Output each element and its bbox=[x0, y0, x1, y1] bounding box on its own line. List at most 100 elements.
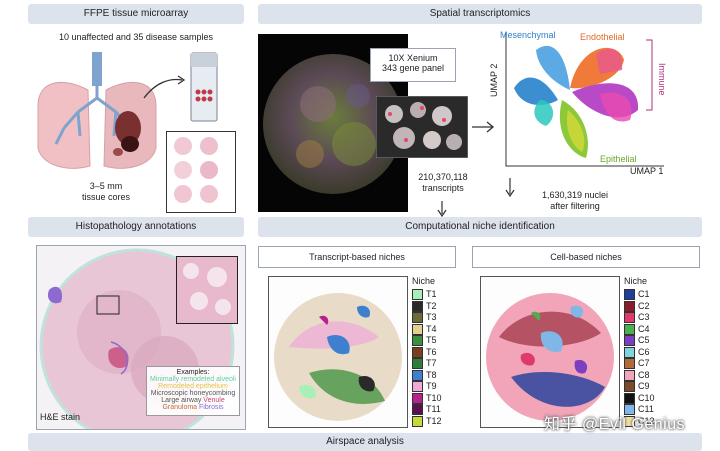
he-zoom-image bbox=[177, 257, 237, 323]
transcript-legend: T1 T2 T3 T4 T5 T6 T7 T8 T9 T10 T11 T12 bbox=[412, 289, 452, 429]
transcript-niche-map-box bbox=[268, 276, 408, 428]
umap-label-endothelial: Endothelial bbox=[580, 32, 625, 42]
lesion-small bbox=[113, 148, 123, 156]
ffpe-samples-text: 10 unaffected and 35 disease samples bbox=[59, 32, 213, 42]
swatch-t7 bbox=[412, 358, 423, 370]
tissue-cores bbox=[174, 137, 218, 203]
legend-item-c12: C12 bbox=[624, 416, 655, 427]
umap-plot bbox=[505, 32, 664, 167]
transcript-niche-map bbox=[269, 277, 407, 427]
legend-item-t1: T1 bbox=[412, 289, 437, 301]
legend-item-t12: T12 bbox=[412, 416, 442, 427]
ffpe-title: FFPE tissue microarray bbox=[83, 8, 189, 19]
cell-niche-map bbox=[481, 277, 619, 427]
transcripts-count: 210,370,118 bbox=[418, 172, 468, 182]
umap-label-mesenchymal: Mesenchymal bbox=[500, 30, 556, 40]
legend-item-c11: C11 bbox=[624, 404, 654, 416]
comp-title: Computational niche identification bbox=[405, 221, 555, 232]
legend-item-c4: C4 bbox=[624, 324, 650, 335]
core-label: tissue cores bbox=[81, 192, 131, 202]
spatial-title: Spatial transcriptomics bbox=[429, 8, 531, 19]
legend-item-t9: T9 bbox=[412, 381, 437, 393]
swatch-c10 bbox=[624, 392, 635, 404]
swatch-c2 bbox=[624, 300, 635, 312]
legend-item-t4: T4 bbox=[412, 324, 437, 335]
swatch-c11 bbox=[624, 404, 635, 416]
examples-line5b: Fibrosis bbox=[199, 404, 224, 411]
swatch-c6 bbox=[624, 346, 635, 358]
xenium-line1: 10X Xenium bbox=[388, 53, 438, 63]
cell-niche-map-box bbox=[480, 276, 620, 428]
examples-line3: Microscopic honeycombing bbox=[150, 390, 236, 397]
watermark: 知乎 @Evil Genius bbox=[544, 416, 686, 433]
swatch-t1 bbox=[412, 289, 423, 301]
swatch-c3 bbox=[624, 312, 635, 324]
he-label: H&E stain bbox=[40, 412, 81, 422]
lesion-large bbox=[115, 111, 141, 145]
legend-item-c1: C1 bbox=[624, 289, 650, 301]
cores-zoom-box bbox=[166, 131, 236, 213]
swatch-c8 bbox=[624, 369, 635, 381]
swatch-t6 bbox=[412, 346, 423, 358]
comp-title-band: Computational niche identification bbox=[258, 217, 702, 237]
cell-legend: C1 C2 C3 C4 C5 C6 C7 C8 C9 C10 C11 C12 bbox=[624, 289, 664, 429]
swatch-c9 bbox=[624, 381, 635, 393]
nuclei-label: after filtering bbox=[550, 201, 600, 211]
transcript-niches-box: Transcript-based niches bbox=[258, 246, 456, 268]
umap-ylabel: UMAP 2 bbox=[489, 63, 499, 97]
swatch-c7 bbox=[624, 358, 635, 370]
airspace-title: Airspace analysis bbox=[326, 436, 404, 447]
arrow-down-umap bbox=[505, 178, 515, 198]
examples-line5: Granuloma Fibrosis bbox=[147, 404, 239, 411]
swatch-c12 bbox=[624, 415, 635, 427]
mesenchymal-cluster bbox=[514, 77, 558, 105]
tissue-slide bbox=[190, 52, 218, 122]
legend-item-c5: C5 bbox=[624, 335, 650, 347]
swatch-t11 bbox=[412, 404, 423, 416]
swatch-t12 bbox=[412, 415, 423, 427]
swatch-t2 bbox=[412, 300, 423, 312]
annotation-examples-box: Examples: Minimally remodeled alveoli Re… bbox=[146, 366, 240, 416]
swatch-t8 bbox=[412, 369, 423, 381]
swatch-t10 bbox=[412, 392, 423, 404]
legend-item-t5: T5 bbox=[412, 335, 437, 347]
trachea bbox=[92, 52, 102, 86]
legend-item-t2: T2 bbox=[412, 301, 437, 312]
ffpe-title-band: FFPE tissue microarray bbox=[28, 4, 244, 24]
swatch-c5 bbox=[624, 335, 635, 347]
examples-line4a: Large airway bbox=[161, 397, 202, 404]
legend-item-t11: T11 bbox=[412, 404, 441, 416]
swatch-t3 bbox=[412, 312, 423, 324]
arrow-down-comp bbox=[437, 201, 447, 218]
swatch-c4 bbox=[624, 323, 635, 335]
legend-item-c10: C10 bbox=[624, 393, 655, 404]
immune-bracket bbox=[646, 39, 653, 111]
examples-title: Examples: bbox=[176, 369, 210, 376]
cell-niches-box: Cell-based niches bbox=[472, 246, 700, 268]
legend-item-c8: C8 bbox=[624, 370, 650, 381]
legend-item-t7: T7 bbox=[412, 358, 437, 370]
examples-line4b: Venule bbox=[203, 397, 225, 404]
legend-item-c7: C7 bbox=[624, 358, 650, 370]
nuclei-count: 1,630,319 nuclei bbox=[541, 190, 609, 200]
transcript-legend-title: Niche bbox=[412, 276, 436, 286]
arrow-to-umap bbox=[472, 121, 495, 133]
legend-item-c3: C3 bbox=[624, 312, 650, 324]
core-size: 3–5 mm bbox=[89, 181, 123, 191]
transcripts-label: transcripts bbox=[422, 183, 464, 193]
examples-line2: Remodeled epithelium bbox=[158, 383, 228, 390]
xenium-line2: 343 gene panel bbox=[381, 63, 445, 73]
legend-item-c6: C6 bbox=[624, 347, 650, 358]
he-zoom-inset bbox=[176, 256, 238, 324]
legend-item-c2: C2 bbox=[624, 301, 650, 312]
legend-item-t8: T8 bbox=[412, 370, 437, 381]
legend-item-t3: T3 bbox=[412, 312, 437, 324]
swatch-t5 bbox=[412, 335, 423, 347]
swatch-c1 bbox=[624, 289, 635, 301]
lungs-illustration bbox=[37, 52, 157, 169]
swatch-t9 bbox=[412, 381, 423, 393]
cell-niches-title: Cell-based niches bbox=[550, 252, 622, 262]
airspace-title-band: Airspace analysis bbox=[28, 433, 702, 451]
xenium-label-box: 10X Xenium 343 gene panel bbox=[370, 48, 456, 82]
swatch-t4 bbox=[412, 323, 423, 335]
